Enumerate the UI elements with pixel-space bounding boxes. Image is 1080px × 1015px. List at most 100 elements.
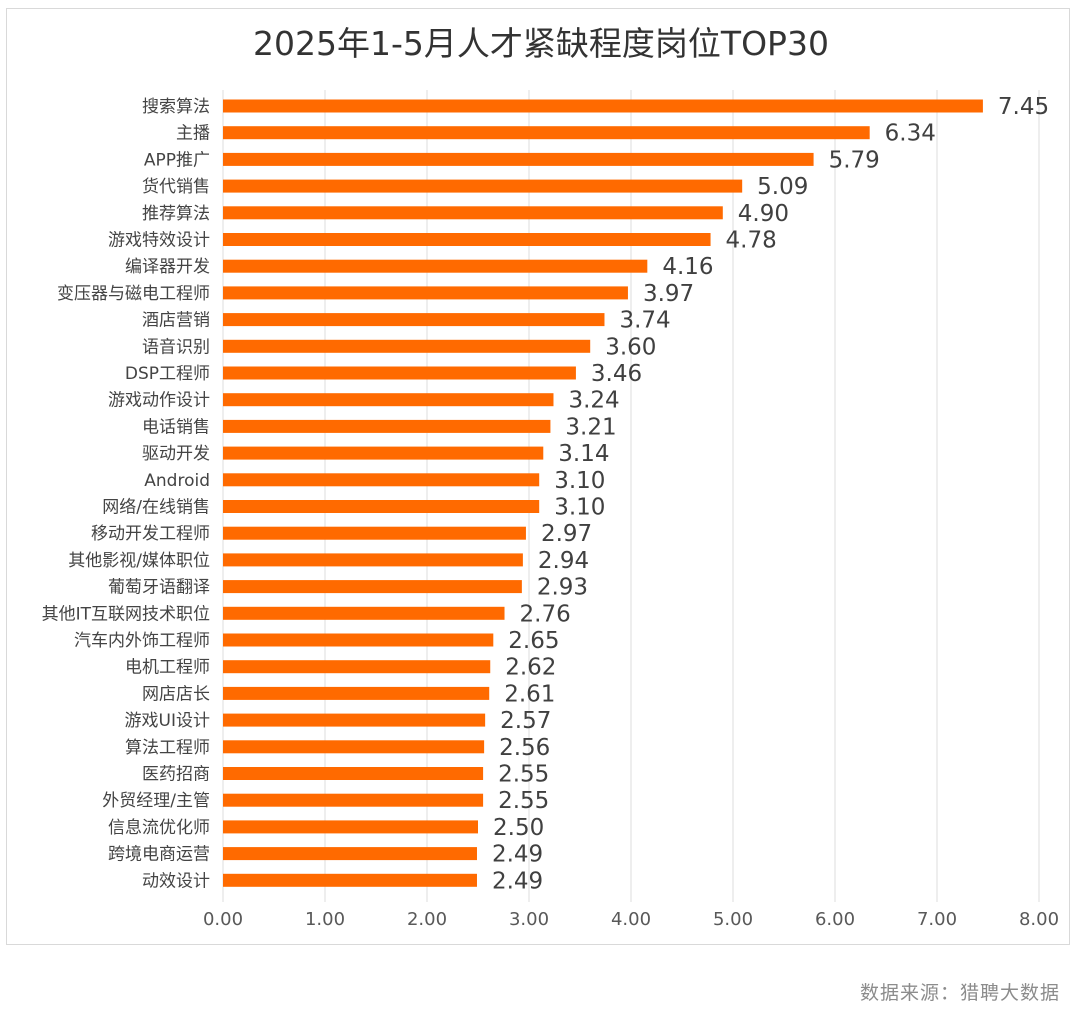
- bar: [223, 686, 490, 700]
- x-tick-label: 8.00: [1019, 909, 1059, 930]
- bar: [223, 580, 522, 594]
- data-label: 3.21: [565, 414, 616, 440]
- bar: [223, 606, 505, 620]
- x-tick-label: 2.00: [407, 909, 447, 930]
- data-label: 4.90: [738, 201, 789, 227]
- category-label: 货代销售: [142, 177, 210, 197]
- category-label: 移动开发工程师: [91, 524, 210, 544]
- data-label: 3.46: [591, 361, 642, 387]
- bar-layer: [223, 99, 983, 887]
- bar: [223, 99, 983, 113]
- category-label: 其他IT互联网技术职位: [42, 604, 210, 624]
- category-label: 语音识别: [142, 337, 210, 357]
- category-label: APP推广: [144, 150, 210, 170]
- bar: [223, 366, 576, 380]
- category-label: 酒店营销: [142, 311, 210, 331]
- data-label: 2.57: [500, 708, 551, 734]
- bar: [223, 873, 477, 887]
- data-label: 3.10: [554, 468, 605, 494]
- bar: [223, 179, 743, 193]
- data-label: 2.50: [493, 815, 544, 841]
- bar: [223, 126, 870, 140]
- data-label: 2.94: [538, 548, 589, 574]
- category-label: 游戏UI设计: [125, 711, 210, 731]
- category-label: Android: [144, 471, 210, 491]
- data-label: 2.55: [498, 788, 549, 814]
- grid-layer: [222, 90, 1040, 902]
- data-label: 2.61: [504, 681, 555, 707]
- label-layer: 搜索算法 7.45 主播 6.34 APP推广 5.79 货代销售 5.09 推荐算法 4.90 游…: [42, 94, 1050, 894]
- category-label: 驱动开发: [142, 444, 210, 464]
- category-label: 游戏动作设计: [108, 391, 210, 411]
- category-label: 网络/在线销售: [102, 498, 210, 518]
- x-tick-label: 7.00: [917, 909, 957, 930]
- category-label: 信息流优化师: [108, 818, 210, 838]
- bar: [223, 259, 648, 273]
- data-label: 3.14: [558, 441, 609, 467]
- chart-frame: 2025年1-5月人才紧缺程度岗位TOP30 搜索算法 7.45 主播 6.34 APP…: [6, 8, 1070, 945]
- data-label: 3.97: [643, 281, 694, 307]
- x-tick-label: 1.00: [305, 909, 345, 930]
- data-label: 4.16: [662, 254, 713, 280]
- bar: [223, 713, 486, 727]
- x-tick-label: 5.00: [713, 909, 753, 930]
- data-label: 4.78: [726, 228, 777, 254]
- bar: [223, 500, 540, 513]
- data-label: 2.49: [492, 868, 543, 894]
- bar: [223, 847, 477, 861]
- category-label: 算法工程师: [125, 738, 210, 758]
- data-label: 2.97: [541, 521, 592, 547]
- bar: [223, 152, 814, 166]
- x-tick-label: 3.00: [509, 909, 549, 930]
- category-label: 电话销售: [142, 417, 210, 437]
- bar: [223, 633, 494, 647]
- category-label: 搜索算法: [142, 97, 210, 117]
- bar: [223, 233, 711, 246]
- category-label: 推荐算法: [142, 204, 210, 224]
- data-label: 2.93: [537, 575, 588, 601]
- data-label: 7.45: [998, 94, 1049, 120]
- data-label: 6.34: [885, 121, 936, 147]
- data-label: 3.60: [605, 334, 656, 360]
- x-tick-label: 6.00: [815, 909, 855, 930]
- tick-layer: 0.00 1.00 2.00 3.00 4.00 5.00 6.00 7.00 8.00: [203, 909, 1059, 930]
- category-label: 外贸经理/主管: [102, 791, 210, 811]
- bar: [223, 820, 478, 834]
- bar: [223, 660, 491, 674]
- chart-svg: 2025年1-5月人才紧缺程度岗位TOP30 搜索算法 7.45 主播 6.34 APP…: [42, 24, 1059, 930]
- data-label: 2.55: [498, 762, 549, 788]
- category-label: 医药招商: [142, 765, 210, 785]
- data-label: 2.56: [499, 735, 550, 761]
- bar: [223, 206, 723, 220]
- data-label: 3.10: [554, 495, 605, 521]
- data-label: 2.62: [505, 655, 556, 681]
- bar: [223, 793, 484, 807]
- bar: [223, 393, 554, 407]
- data-label: 5.09: [757, 174, 808, 200]
- category-label: 动效设计: [142, 871, 210, 891]
- bar: [223, 553, 523, 567]
- bar: [223, 339, 591, 353]
- bar: [223, 526, 526, 540]
- category-label: DSP工程师: [125, 364, 210, 384]
- category-label: 变压器与磁电工程师: [57, 284, 210, 304]
- bar: [223, 419, 551, 433]
- bar: [223, 767, 484, 780]
- bar: [223, 740, 485, 754]
- data-label: 2.49: [492, 842, 543, 868]
- chart-title: 2025年1-5月人才紧缺程度岗位TOP30: [253, 24, 829, 63]
- x-tick-label: 4.00: [611, 909, 651, 930]
- category-label: 游戏特效设计: [108, 231, 210, 251]
- bar: [223, 286, 628, 300]
- data-label: 5.79: [829, 147, 880, 173]
- data-label: 3.24: [568, 388, 619, 414]
- category-label: 编译器开发: [125, 257, 210, 277]
- data-label: 2.76: [520, 601, 571, 627]
- bar: [223, 313, 605, 327]
- bar: [223, 446, 544, 460]
- data-label: 3.74: [619, 308, 670, 334]
- x-tick-label: 0.00: [203, 909, 243, 930]
- category-label: 其他影视/媒体职位: [68, 551, 210, 571]
- bar: [223, 473, 540, 487]
- category-label: 汽车内外饰工程师: [74, 631, 210, 651]
